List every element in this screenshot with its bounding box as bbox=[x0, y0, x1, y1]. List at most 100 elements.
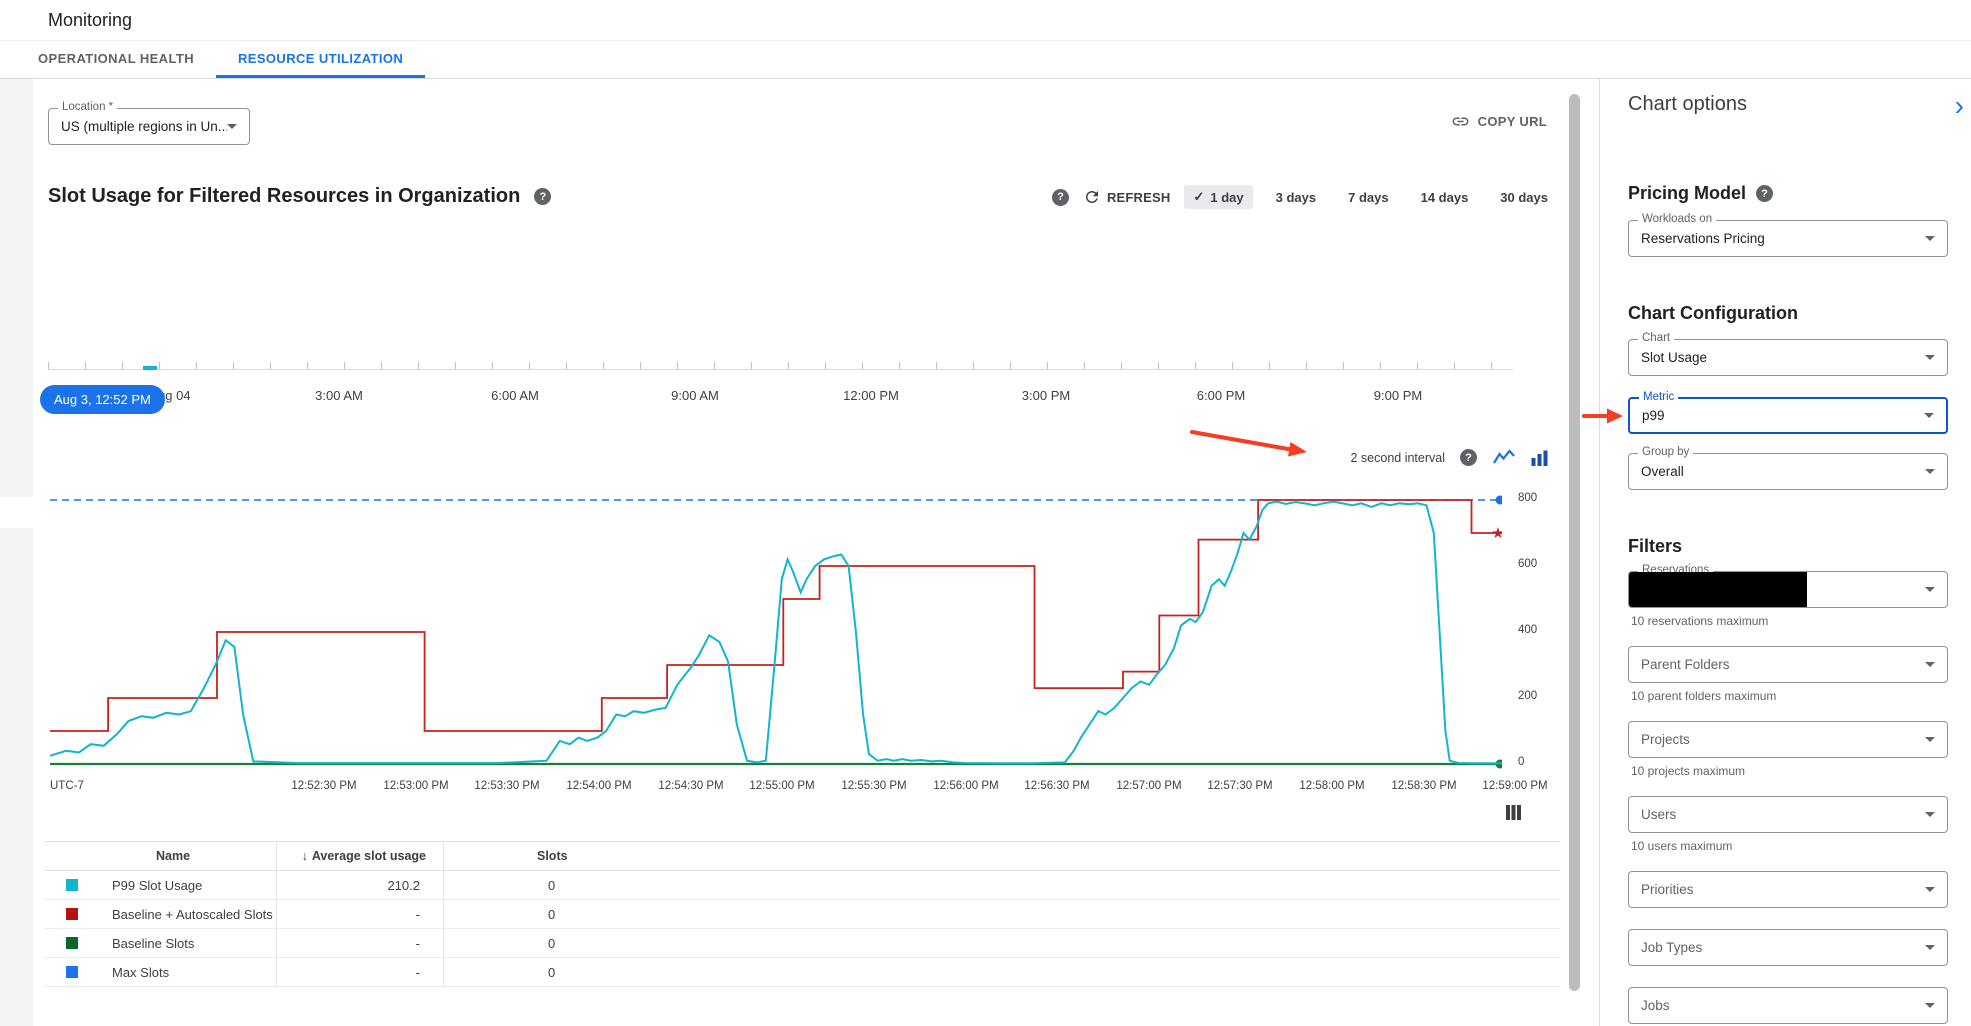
slot-usage-chart[interactable]: ★ bbox=[49, 492, 1505, 772]
timeline-labels: Aug 04 3:00 AM 6:00 AM 9:00 AM 12:00 PM … bbox=[48, 388, 1513, 406]
chevron-down-icon bbox=[1925, 1003, 1935, 1008]
table-row[interactable]: Baseline Slots - 0 bbox=[44, 929, 1560, 958]
timeline-label: 9:00 PM bbox=[1373, 388, 1423, 403]
x-axis-label: 12:56:30 PM bbox=[1024, 780, 1090, 792]
timeline-strip[interactable] bbox=[48, 352, 1513, 370]
refresh-button[interactable]: REFRESH bbox=[1083, 188, 1171, 206]
chevron-down-icon bbox=[1925, 355, 1935, 360]
timeline-label: 6:00 AM bbox=[491, 388, 539, 403]
copy-url-label: COPY URL bbox=[1477, 114, 1547, 129]
link-icon bbox=[1452, 117, 1469, 126]
tab-operational-health[interactable]: OPERATIONAL HEALTH bbox=[38, 50, 194, 66]
help-icon[interactable]: ? bbox=[1756, 185, 1774, 202]
timeline-label: 6:00 PM bbox=[1196, 388, 1246, 403]
priorities-select[interactable]: Priorities bbox=[1628, 871, 1948, 908]
series-slots: 0 bbox=[548, 877, 556, 893]
x-axis-label: 12:54:30 PM bbox=[658, 780, 724, 792]
chart-header-controls: ? REFRESH ✓ 1 day 3 days 7 days 14 days … bbox=[1051, 185, 1557, 209]
range-chip-7-days[interactable]: 7 days bbox=[1339, 186, 1397, 209]
chevron-down-icon bbox=[227, 124, 237, 129]
table-row[interactable]: Baseline + Autoscaled Slots - 0 bbox=[44, 900, 1560, 929]
series-average: 210.2 bbox=[277, 871, 444, 899]
users-select[interactable]: Users bbox=[1628, 796, 1948, 833]
metric-select[interactable]: Metric p99 bbox=[1628, 391, 1948, 434]
series-slots: 0 bbox=[548, 935, 556, 951]
y-axis-label: 400 bbox=[1518, 624, 1538, 636]
chevron-down-icon bbox=[1925, 236, 1935, 241]
help-icon[interactable]: ? bbox=[534, 188, 552, 205]
column-settings-button[interactable] bbox=[1505, 804, 1522, 821]
location-value: US (multiple regions in Un... bbox=[61, 119, 227, 134]
x-axis-label: 12:59:00 PM bbox=[1482, 780, 1548, 792]
range-chip-1-day[interactable]: ✓ 1 day bbox=[1184, 185, 1253, 209]
series-slots: 0 bbox=[548, 906, 556, 922]
series-average: - bbox=[277, 958, 444, 986]
field-label: Workloads on bbox=[1638, 213, 1717, 225]
help-icon[interactable]: ? bbox=[1460, 449, 1477, 466]
filters-heading: Filters bbox=[1628, 536, 1683, 556]
page-title: Monitoring bbox=[48, 9, 133, 30]
projects-select[interactable]: Projects bbox=[1628, 721, 1948, 758]
series-average: - bbox=[277, 900, 444, 928]
range-label: 14 days bbox=[1420, 189, 1469, 205]
interval-controls: 2 second interval ? bbox=[1350, 449, 1548, 466]
field-placeholder: Parent Folders bbox=[1641, 657, 1730, 672]
range-chip-3-days[interactable]: 3 days bbox=[1267, 186, 1325, 209]
vertical-scrollbar[interactable] bbox=[1569, 94, 1580, 991]
series-baseline-autoscaled-slots bbox=[50, 499, 1502, 732]
series-end-star: ★ bbox=[1491, 525, 1502, 542]
tab-bar: OPERATIONAL HEALTH RESOURCE UTILIZATION bbox=[0, 41, 1971, 79]
timeline-activity-blip bbox=[143, 366, 157, 370]
series-p99-slot-usage bbox=[49, 500, 1502, 765]
help-icon[interactable]: ? bbox=[1051, 188, 1069, 206]
x-axis-label: 12:58:30 PM bbox=[1391, 780, 1457, 792]
job-types-select[interactable]: Job Types bbox=[1628, 929, 1948, 966]
check-icon: ✓ bbox=[1193, 189, 1205, 204]
chevron-down-icon bbox=[1925, 662, 1935, 667]
group-by-select[interactable]: Group by Overall bbox=[1628, 446, 1948, 490]
chevron-down-icon bbox=[1925, 812, 1935, 817]
series-name: Max Slots bbox=[100, 958, 277, 986]
chart-select[interactable]: Chart Slot Usage bbox=[1628, 332, 1948, 376]
chevron-down-icon bbox=[1924, 413, 1934, 418]
column-header-average[interactable]: ↓ Average slot usage bbox=[277, 842, 444, 870]
series-slots: 0 bbox=[548, 964, 556, 980]
reservations-select[interactable]: Reservations bbox=[1628, 564, 1948, 608]
series-swatch bbox=[66, 937, 78, 949]
column-header-slots[interactable]: Slots bbox=[537, 849, 568, 863]
timeline-label: 9:00 AM bbox=[671, 388, 719, 403]
line-chart-view-button[interactable] bbox=[1492, 449, 1516, 466]
field-label: Chart bbox=[1638, 332, 1675, 344]
series-swatch bbox=[66, 908, 78, 920]
range-chip-14-days[interactable]: 14 days bbox=[1412, 186, 1478, 209]
chart-options-panel: Chart options › Pricing Model ? Workload… bbox=[1599, 79, 1971, 1026]
annotation-arrow-interval bbox=[1190, 430, 1307, 457]
chart-header: Slot Usage for Filtered Resources in Org… bbox=[48, 185, 552, 208]
collapse-panel-icon[interactable]: › bbox=[1954, 90, 1964, 121]
x-axis-label: 12:54:00 PM bbox=[566, 780, 632, 792]
tab-resource-utilization[interactable]: RESOURCE UTILIZATION bbox=[215, 41, 426, 78]
workloads-on-select[interactable]: Workloads on Reservations Pricing bbox=[1628, 213, 1948, 257]
column-header-name[interactable]: Name bbox=[100, 842, 277, 870]
field-label: Group by bbox=[1638, 446, 1694, 458]
copy-url-button[interactable]: COPY URL bbox=[1451, 112, 1547, 131]
x-axis-label: 12:57:30 PM bbox=[1207, 780, 1273, 792]
parent-folders-select[interactable]: Parent Folders bbox=[1628, 646, 1948, 683]
jobs-select[interactable]: Jobs bbox=[1628, 987, 1948, 1024]
left-rail-notch bbox=[0, 497, 33, 528]
y-axis-label: 600 bbox=[1518, 558, 1538, 570]
chevron-down-icon bbox=[1925, 587, 1935, 592]
location-select[interactable]: Location * US (multiple regions in Un... bbox=[48, 101, 250, 145]
range-chip-30-days[interactable]: 30 days bbox=[1491, 186, 1557, 209]
chevron-down-icon bbox=[1925, 469, 1935, 474]
bar-chart-view-button[interactable] bbox=[1531, 450, 1548, 466]
series-name: Baseline + Autoscaled Slots bbox=[100, 900, 277, 928]
pricing-model-heading: Pricing Model ? bbox=[1628, 183, 1948, 204]
selected-time-pill[interactable]: Aug 3, 12:52 PM bbox=[40, 385, 165, 414]
y-axis-label: 800 bbox=[1518, 492, 1538, 504]
table-row[interactable]: Max Slots - 0 bbox=[44, 958, 1560, 987]
bar-chart-icon bbox=[1531, 450, 1548, 466]
table-row[interactable]: P99 Slot Usage 210.2 0 bbox=[44, 871, 1560, 900]
range-label: 1 day bbox=[1210, 189, 1244, 205]
